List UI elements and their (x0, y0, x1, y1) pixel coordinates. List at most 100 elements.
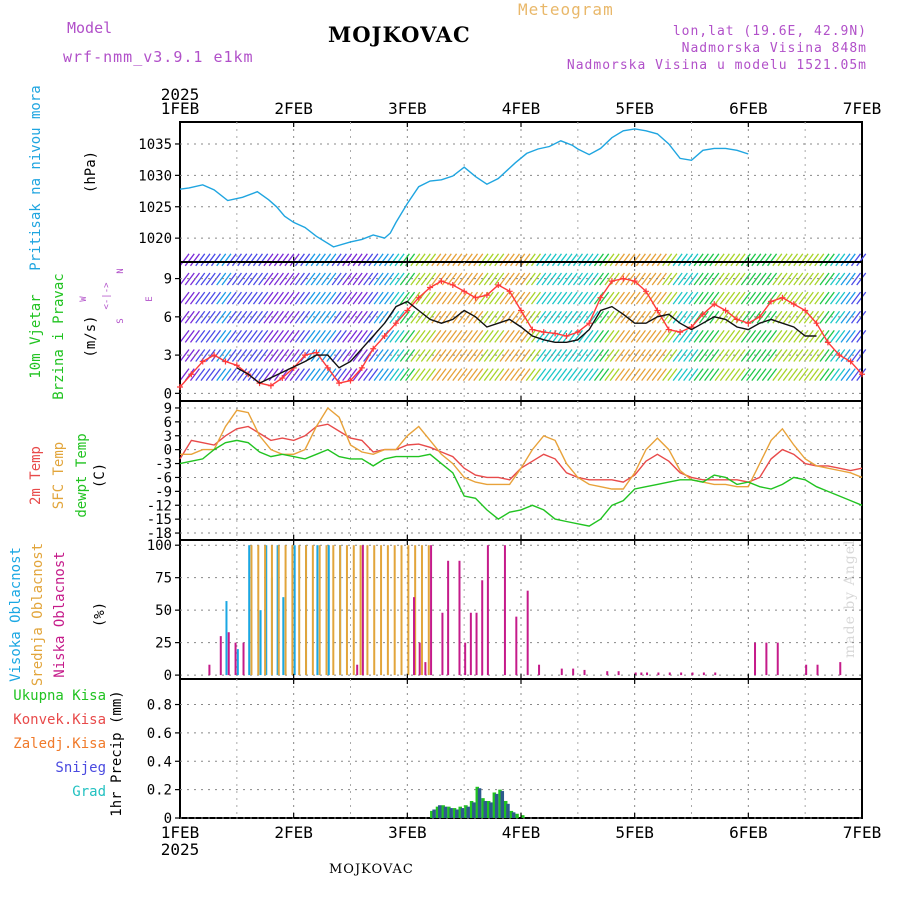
wind-barb (751, 253, 762, 267)
wind-barb (830, 368, 841, 381)
wind-barb (746, 272, 757, 286)
wind-barb (242, 310, 253, 324)
wind-barb (525, 329, 536, 343)
bar (276, 545, 279, 676)
model-label: Model (67, 19, 113, 37)
wind-barb (824, 253, 835, 267)
wind-barb (279, 329, 290, 343)
wind-barb (536, 253, 547, 267)
wind-barb (326, 253, 337, 267)
wind-barb (824, 291, 835, 305)
wind-barb (630, 253, 641, 267)
wind-barb (725, 349, 736, 362)
wind-barb (499, 253, 510, 267)
wind-barb (494, 272, 505, 286)
wind-barb (520, 368, 531, 381)
wind-barb (226, 291, 237, 305)
wind-barb (782, 291, 793, 305)
series-line (236, 300, 817, 384)
x-tick-label-bottom: 1FEB (161, 823, 200, 842)
x-tick-label-bottom: 5FEB (615, 823, 654, 842)
bar (311, 545, 314, 676)
bar (472, 802, 476, 818)
wind-barb (231, 253, 242, 267)
speed-marker (665, 326, 672, 333)
wind-barb (200, 329, 211, 343)
wind-barb (835, 368, 846, 381)
wind-barb (693, 368, 704, 381)
wind-barb (646, 368, 657, 381)
wind-barb (289, 310, 300, 324)
wind-barb (840, 253, 851, 267)
wind-barb (489, 253, 500, 267)
bar (325, 545, 328, 676)
wind-barb (572, 310, 583, 324)
wind-barb (578, 253, 589, 267)
y-tick-label: 3 (164, 429, 172, 445)
bar (407, 545, 410, 676)
wind-barb (704, 368, 715, 381)
wind-barb (342, 272, 353, 286)
wind-barb (352, 272, 363, 286)
speed-marker (427, 284, 434, 291)
wind-barb (677, 291, 688, 305)
wind-barb (263, 349, 274, 362)
wind-barb (195, 310, 206, 324)
wind-barb (184, 253, 195, 267)
y-tick-label: 0 (164, 386, 172, 402)
speed-marker (233, 362, 240, 369)
wind-barb (840, 368, 851, 381)
wind-barb (200, 310, 211, 324)
wind-barb (184, 310, 195, 324)
wind-barb (441, 291, 452, 305)
wind-barb (509, 368, 521, 381)
wind-barb (226, 368, 237, 381)
speed-marker (222, 358, 229, 365)
bar (318, 545, 321, 676)
wind-barb (840, 329, 851, 343)
wind-barb (457, 368, 468, 381)
wind-barb (179, 368, 190, 381)
wind-barb (310, 291, 321, 305)
wind-barb (625, 329, 636, 343)
wind-barb (809, 272, 820, 286)
wind-barb (268, 253, 279, 267)
wind-barb (698, 272, 709, 286)
wind-barb (593, 368, 604, 381)
wind-barb (824, 272, 835, 286)
wind-barb (247, 272, 258, 286)
wind-barb (551, 368, 562, 381)
wind-barb (740, 272, 751, 286)
wind-barb (751, 272, 762, 286)
wind-barb (557, 253, 568, 267)
speed-marker (563, 332, 570, 339)
series-line (180, 406, 863, 490)
wind-barb (242, 349, 253, 362)
wind-barb (662, 349, 673, 362)
x-tick-label-bottom: 4FEB (502, 823, 541, 842)
compass-text: W (79, 296, 89, 302)
wind-barb (578, 291, 589, 305)
y-tick-label: 0.6 (147, 726, 172, 742)
wind-barb (184, 349, 195, 362)
wind-barb (263, 329, 274, 343)
wind-barb (263, 291, 274, 305)
bar (816, 664, 819, 676)
wind-barb (630, 368, 641, 381)
wind-barb (788, 349, 799, 362)
wind-barb (698, 329, 709, 343)
wind-barb (200, 253, 211, 267)
bar (424, 662, 427, 676)
wind-barb (489, 272, 500, 286)
wind-barb (850, 329, 862, 343)
wind-barb (761, 291, 772, 305)
wind-barb (530, 253, 542, 267)
wind-barb (830, 272, 841, 286)
wind-barb (845, 291, 856, 305)
wind-barb (583, 253, 594, 267)
wind-barb (279, 291, 290, 305)
wind-barb (473, 253, 484, 267)
wind-barb (782, 349, 793, 362)
wind-barb (426, 349, 437, 362)
wind-barb (651, 291, 662, 305)
